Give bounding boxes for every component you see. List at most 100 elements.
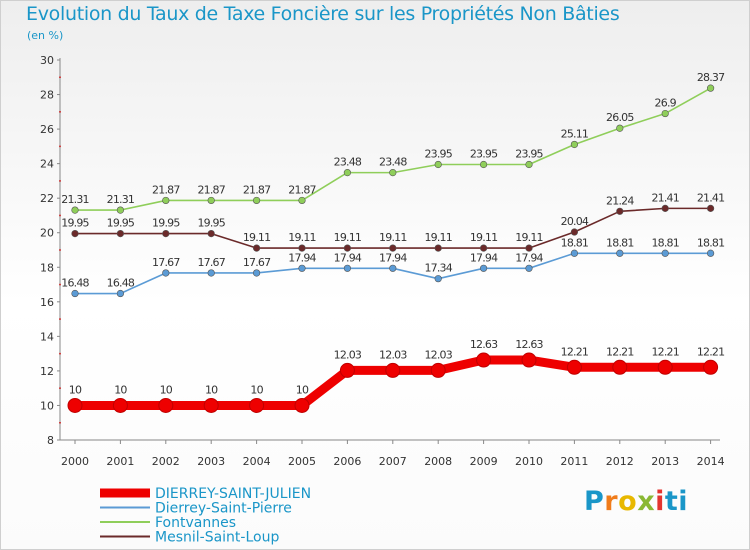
data-point [158,397,174,413]
data-label: 17.34 [424,262,452,275]
data-label: 18.81 [651,236,679,249]
data-label: 12.21 [561,345,589,358]
x-tick-label: 2004 [243,455,271,468]
data-point [661,249,669,257]
data-label: 10 [250,383,263,396]
data-label: 16.48 [107,277,135,290]
data-label: 12.03 [379,348,407,361]
data-label: 17.67 [197,256,225,269]
data-point [525,264,533,272]
logo-letter: x [637,486,656,517]
logo-letter: r [604,486,619,517]
x-tick-label: 2008 [424,455,452,468]
data-label: 21.31 [61,193,89,206]
y-tick-label: 28 [40,89,54,102]
data-point [521,352,537,368]
data-label: 26.9 [655,97,677,110]
y-tick-label: 26 [40,123,54,136]
data-label: 23.48 [379,156,407,169]
data-label: 21.41 [651,191,679,204]
data-point [343,169,352,177]
data-point [703,359,719,375]
data-label: 23.95 [470,148,498,161]
y-tick-label: 20 [40,227,54,240]
data-point [339,362,355,378]
data-label: 17.94 [515,251,543,264]
data-label: 19.11 [379,231,407,244]
data-point [298,244,306,252]
legend-label: Dierrey-Saint-Pierre [155,501,292,517]
data-point [389,264,397,272]
data-point [116,229,124,238]
data-label: 18.81 [561,236,589,249]
data-point [430,362,446,378]
data-point [343,264,352,272]
data-point [434,244,442,252]
data-label: 18.81 [606,236,634,249]
data-label: 12.21 [651,345,679,358]
data-label: 19.95 [61,217,89,230]
data-label: 12.03 [334,348,362,361]
data-point [385,362,401,378]
data-point [706,204,715,212]
data-point [570,228,579,236]
data-label: 21.87 [243,183,271,196]
data-point [616,249,624,257]
data-point [480,244,488,252]
data-label: 19.95 [197,217,225,230]
data-label: 21.24 [606,194,634,207]
data-point [253,244,261,252]
data-point [162,269,170,277]
data-point [616,124,624,132]
x-tick-label: 2010 [515,455,543,468]
y-tick-label: 16 [40,296,54,309]
data-label: 21.87 [197,183,225,196]
x-tick-label: 2011 [560,455,588,468]
data-point [706,84,715,92]
data-point [112,397,128,413]
data-label: 12.21 [606,345,634,358]
data-point [525,160,533,169]
data-point [116,289,124,298]
data-label: 21.31 [107,193,135,206]
data-point [249,397,265,413]
data-label: 17.94 [470,251,498,264]
legend-label: Mesnil-Saint-Loup [155,530,279,546]
data-label: 18.81 [697,236,725,249]
x-tick-label: 2005 [288,455,316,468]
y-tick-label: 18 [40,261,54,274]
data-label: 25.11 [561,127,589,140]
data-point [253,196,261,205]
data-point [162,196,170,205]
data-point [657,359,673,375]
x-tick-label: 2012 [606,455,634,468]
data-point [566,359,582,375]
data-point [706,249,715,257]
legend-label: DIERREY-SAINT-JULIEN [155,486,311,502]
data-label: 19.95 [107,217,135,230]
data-point [616,207,624,215]
logo-letter: P [584,486,605,517]
y-tick-label: 24 [40,158,54,171]
logo-letter: i [655,486,665,517]
data-point [525,244,533,252]
data-label: 12.21 [697,345,725,358]
data-label: 21.41 [697,191,725,204]
x-tick-label: 2014 [697,455,725,468]
logo-letter: o [618,486,638,517]
data-label: 19.95 [152,217,180,230]
y-tick-label: 22 [40,192,54,205]
data-point [612,359,628,375]
x-tick-label: 2006 [333,455,361,468]
data-point [476,352,492,368]
data-label: 23.48 [334,156,362,169]
data-label: 26.05 [606,111,634,124]
legend-label: Fontvannes [155,515,236,531]
data-label: 10 [296,383,309,396]
data-label: 28.37 [697,71,725,84]
data-point [162,229,170,238]
chart-subtitle: (en %) [27,29,64,42]
data-point [343,244,352,252]
data-point [661,204,669,212]
